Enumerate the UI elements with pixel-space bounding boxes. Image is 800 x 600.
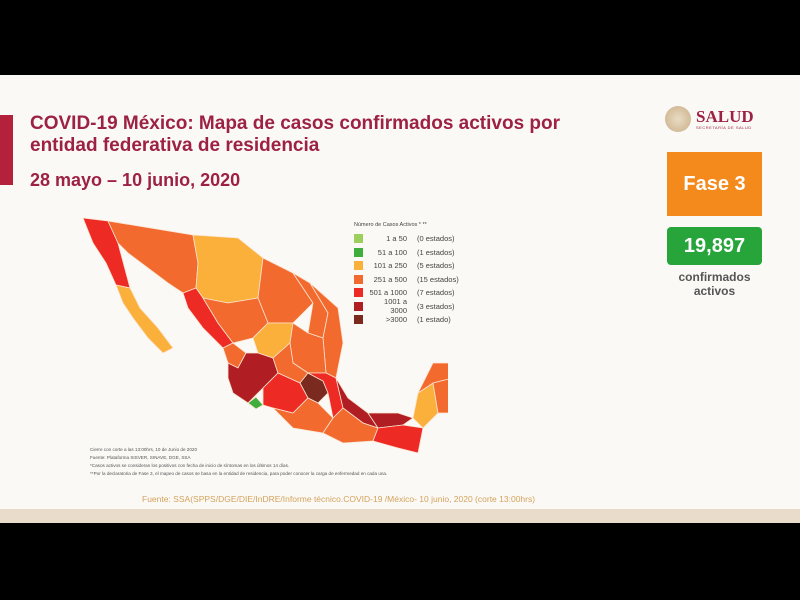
note: *Casos activos se consideran los positiv… [90, 463, 290, 468]
state-oaxaca [322, 407, 379, 444]
note: Fuente: Plataforma SISVER, SINAVE, DGE, … [90, 455, 191, 460]
active-count: 19,897 [667, 227, 762, 265]
legend-swatch [354, 274, 363, 284]
legend-count: (0 estados) [417, 234, 455, 244]
logo-name: SALUD [696, 106, 754, 126]
state-chiapas [372, 424, 424, 453]
legend-range: 101 a 250 [373, 261, 407, 271]
legend-range: 1 a 50 [386, 234, 407, 244]
logo-subtitle: SECRETARÍA DE SALUD [696, 124, 752, 130]
legend-swatch [354, 315, 363, 325]
legend-item: 251 a 500 (15 estados) [354, 273, 459, 287]
slide: COVID-19 México: Mapa de casos confirmad… [0, 75, 800, 523]
note: Cierre con corte a las 13:00hrs, 10 de J… [90, 447, 197, 452]
legend-swatch [354, 288, 363, 298]
state-chihuahua [192, 234, 264, 304]
legend-swatch [354, 247, 363, 257]
salud-logo: SALUD SECRETARÍA DE SALUD [665, 103, 765, 135]
map-legend: Número de Casos Activos * ** 1 a 50 (0 e… [354, 222, 459, 327]
legend-range: 1001 a 3000 [384, 297, 407, 316]
legend-count: (5 estados) [417, 261, 455, 271]
legend-count: (1 estados) [417, 247, 455, 257]
legend-item: 501 a 1000 (7 estados) [354, 286, 459, 300]
legend-count: (7 estados) [417, 288, 455, 298]
mexico-map [82, 217, 448, 453]
label-line-2: activos [693, 284, 736, 298]
title-line-2: entidad federativa de residencia [30, 135, 320, 156]
page-title: COVID-19 México: Mapa de casos confirmad… [30, 113, 560, 157]
legend-range: 501 a 1000 [369, 288, 407, 298]
legend-count: (1 estado) [417, 315, 451, 325]
phase-badge: Fase 3 [667, 152, 762, 216]
active-count-label: confirmados activos [667, 270, 762, 298]
legend-range: 51 a 100 [377, 247, 407, 257]
legend-swatch [354, 301, 363, 311]
legend-item: 1 a 50 (0 estados) [354, 232, 459, 246]
legend-item: >3000 (1 estado) [354, 313, 459, 327]
footer-strip [0, 509, 800, 523]
state-guerrero [271, 397, 334, 434]
legend-item: 101 a 250 (5 estados) [354, 259, 459, 273]
accent-bar [0, 115, 13, 185]
legend-swatch [354, 234, 363, 244]
date-range: 28 mayo – 10 junio, 2020 [30, 170, 241, 190]
seal-icon [665, 106, 691, 132]
state-tabasco [367, 412, 414, 429]
label-line-1: confirmados [678, 270, 751, 284]
state-baja-california-sur [115, 284, 174, 354]
legend-item: 51 a 100 (1 estados) [354, 246, 459, 260]
legend-swatch [354, 261, 363, 271]
footnotes: Cierre con corte a las 13:00hrs, 10 de J… [90, 446, 387, 478]
state-quintana-roo [432, 378, 448, 414]
legend-count: (3 estados) [417, 301, 455, 311]
title-line-1: COVID-19 México: Mapa de casos confirmad… [30, 113, 561, 134]
note: **Por la declaratoria de Fase 3, el mape… [90, 471, 388, 476]
source-citation: Fuente: SSA(SPPS/DGE/DIE/InDRE/Informe t… [142, 494, 536, 504]
legend-range: >3000 [385, 315, 407, 325]
legend-title: Número de Casos Activos * ** [354, 222, 427, 228]
legend-range: 251 a 500 [373, 274, 407, 284]
legend-item: 1001 a 3000 (3 estados) [354, 297, 459, 316]
legend-count: (15 estados) [417, 274, 459, 284]
state-yucatan [416, 362, 448, 395]
